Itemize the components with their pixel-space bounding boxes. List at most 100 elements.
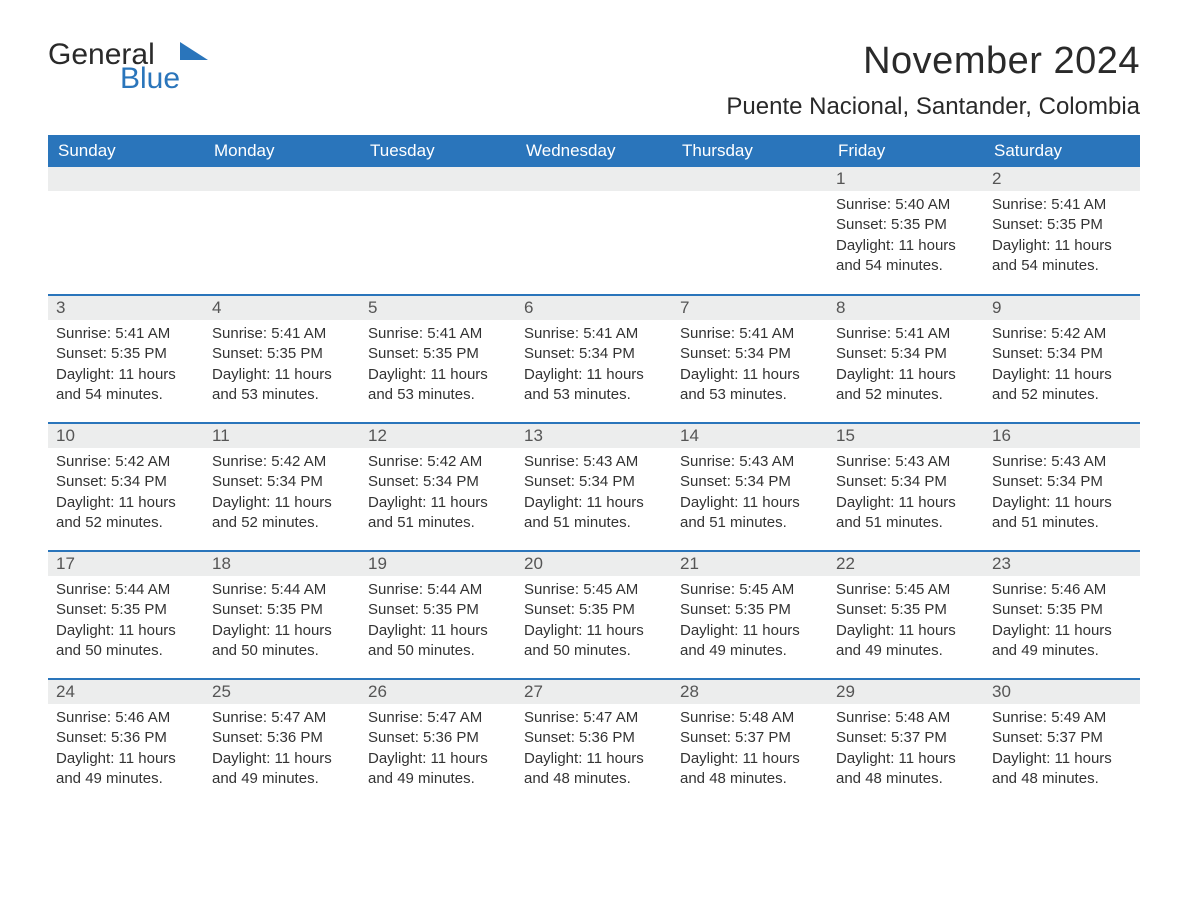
- calendar-week: 1 Sunrise: 5:40 AM Sunset: 5:35 PMDaylight…: [48, 167, 1140, 295]
- sunset-line: Sunset: 5:34 PM: [836, 472, 976, 492]
- day-details: Sunrise: 5:48 AMSunset: 5:37 PMDaylight:…: [828, 704, 984, 799]
- calendar-day: 3Sunrise: 5:41 AMSunset: 5:35 PMDaylight…: [48, 295, 204, 423]
- sunrise-line: Sunrise: 5:41 AM: [212, 324, 352, 344]
- day-details: Sunrise: 5:41 AMSunset: 5:34 PMDaylight:…: [672, 320, 828, 415]
- day-details: Sunrise: 5:43 AMSunset: 5:34 PMDaylight:…: [516, 448, 672, 543]
- day-header: Friday: [828, 135, 984, 167]
- day-number: 16: [984, 424, 1140, 448]
- sunrise-line: Sunrise: 5:45 AM: [836, 580, 976, 600]
- day-number: 1: [828, 167, 984, 191]
- sunset-line: Sunset: 5:37 PM: [680, 728, 820, 748]
- sunrise-line: Sunrise: 5:41 AM: [836, 324, 976, 344]
- day-details: Sunrise: 5:41 AMSunset: 5:35 PMDaylight:…: [984, 191, 1140, 286]
- day-details: Sunrise: 5:42 AMSunset: 5:34 PMDaylight:…: [48, 448, 204, 543]
- day-details: Sunrise: 5:44 AMSunset: 5:35 PMDaylight:…: [360, 576, 516, 671]
- calendar-day: 7Sunrise: 5:41 AMSunset: 5:34 PMDaylight…: [672, 295, 828, 423]
- calendar-day: 9Sunrise: 5:42 AMSunset: 5:34 PMDaylight…: [984, 295, 1140, 423]
- brand-flag-icon: [180, 42, 214, 68]
- sunrise-line: Sunrise: 5:47 AM: [212, 708, 352, 728]
- daylight-line: Daylight: 11 hours and 53 minutes.: [524, 365, 664, 406]
- day-number: 15: [828, 424, 984, 448]
- calendar-day: 28 Sunrise: 5:48 AMSunset: 5:37 PMDayligh…: [672, 679, 828, 807]
- sunset-line: Sunset: 5:34 PM: [212, 472, 352, 492]
- daylight-line: Daylight: 11 hours and 48 minutes.: [680, 749, 820, 790]
- sunrise-line: Sunrise: 5:48 AM: [680, 708, 820, 728]
- sunset-line: Sunset: 5:36 PM: [524, 728, 664, 748]
- sunset-line: Sunset: 5:34 PM: [524, 344, 664, 364]
- sunrise-line: Sunrise: 5:41 AM: [524, 324, 664, 344]
- calendar-day: 10Sunrise: 5:42 AMSunset: 5:34 PMDayligh…: [48, 423, 204, 551]
- sunset-line: Sunset: 5:35 PM: [992, 215, 1132, 235]
- day-details: Sunrise: 5:47 AMSunset: 5:36 PMDaylight:…: [360, 704, 516, 799]
- calendar-day: 11Sunrise: 5:42 AMSunset: 5:34 PMDayligh…: [204, 423, 360, 551]
- sunset-line: Sunset: 5:35 PM: [992, 600, 1132, 620]
- calendar-day-empty: [360, 167, 516, 295]
- day-details: Sunrise: 5:41 AMSunset: 5:35 PMDaylight:…: [48, 320, 204, 415]
- calendar-day: 1Sunrise: 5:40 AMSunset: 5:35 PMDaylight…: [828, 167, 984, 295]
- calendar-day: 22Sunrise: 5:45 AMSunset: 5:35 PMDayligh…: [828, 551, 984, 679]
- daylight-line: Daylight: 11 hours and 49 minutes.: [680, 621, 820, 662]
- daylight-line: Daylight: 11 hours and 52 minutes.: [992, 365, 1132, 406]
- daylight-line: Daylight: 11 hours and 52 minutes.: [836, 365, 976, 406]
- sunrise-line: Sunrise: 5:47 AM: [368, 708, 508, 728]
- daylight-line: Daylight: 11 hours and 51 minutes.: [524, 493, 664, 534]
- day-number: 25: [204, 680, 360, 704]
- sunrise-line: Sunrise: 5:40 AM: [836, 195, 976, 215]
- day-number: 27: [516, 680, 672, 704]
- sunset-line: Sunset: 5:34 PM: [992, 472, 1132, 492]
- sunrise-line: Sunrise: 5:43 AM: [836, 452, 976, 472]
- daylight-line: Daylight: 11 hours and 50 minutes.: [212, 621, 352, 662]
- day-header: Thursday: [672, 135, 828, 167]
- daylight-line: Daylight: 11 hours and 53 minutes.: [212, 365, 352, 406]
- calendar-day: 24Sunrise: 5:46 AMSunset: 5:36 PMDayligh…: [48, 679, 204, 807]
- sunrise-line: Sunrise: 5:42 AM: [992, 324, 1132, 344]
- calendar-week: 3Sunrise: 5:41 AMSunset: 5:35 PMDaylight…: [48, 295, 1140, 423]
- calendar-day: 2Sunrise: 5:41 AMSunset: 5:35 PMDaylight…: [984, 167, 1140, 295]
- calendar-day: 30Sunrise: 5:49 AMSunset: 5:37 PMDayligh…: [984, 679, 1140, 807]
- page-title: November 2024: [726, 40, 1140, 83]
- daylight-line: Daylight: 11 hours and 50 minutes.: [56, 621, 196, 662]
- sunset-line: Sunset: 5:35 PM: [368, 344, 508, 364]
- calendar-day: 4Sunrise: 5:41 AMSunset: 5:35 PMDaylight…: [204, 295, 360, 423]
- sunrise-line: Sunrise: 5:43 AM: [680, 452, 820, 472]
- daylight-line: Daylight: 11 hours and 50 minutes.: [368, 621, 508, 662]
- day-number: [48, 167, 204, 191]
- brand-word-blue: Blue: [120, 64, 180, 94]
- daylight-line: Daylight: 11 hours and 54 minutes.: [992, 236, 1132, 277]
- sunset-line: Sunset: 5:36 PM: [56, 728, 196, 748]
- calendar-week: 17Sunrise: 5:44 AMSunset: 5:35 PMDayligh…: [48, 551, 1140, 679]
- sunrise-line: Sunrise: 5:42 AM: [212, 452, 352, 472]
- daylight-line: Daylight: 11 hours and 54 minutes.: [56, 365, 196, 406]
- day-details: Sunrise: 5:42 AMSunset: 5:34 PMDaylight:…: [360, 448, 516, 543]
- sunrise-line: Sunrise: 5:46 AM: [56, 708, 196, 728]
- sunrise-line: Sunrise: 5:45 AM: [524, 580, 664, 600]
- calendar-day: 18Sunrise: 5:44 AMSunset: 5:35 PMDayligh…: [204, 551, 360, 679]
- sunset-line: Sunset: 5:35 PM: [836, 600, 976, 620]
- day-header: Monday: [204, 135, 360, 167]
- calendar-day-empty: [204, 167, 360, 295]
- day-header: Tuesday: [360, 135, 516, 167]
- day-details: Sunrise: 5:43 AMSunset: 5:34 PMDaylight:…: [672, 448, 828, 543]
- day-number: 23: [984, 552, 1140, 576]
- calendar-week: 10Sunrise: 5:42 AMSunset: 5:34 PMDayligh…: [48, 423, 1140, 551]
- sunset-line: Sunset: 5:35 PM: [524, 600, 664, 620]
- daylight-line: Daylight: 11 hours and 49 minutes.: [212, 749, 352, 790]
- calendar-grid: SundayMondayTuesdayWednesdayThursdayFrid…: [48, 135, 1140, 807]
- sunset-line: Sunset: 5:35 PM: [56, 344, 196, 364]
- calendar-day: 27Sunrise: 5:47 AMSunset: 5:36 PMDayligh…: [516, 679, 672, 807]
- sunset-line: Sunset: 5:36 PM: [212, 728, 352, 748]
- sunset-line: Sunset: 5:34 PM: [836, 344, 976, 364]
- day-details: Sunrise: 5:44 AMSunset: 5:35 PMDaylight:…: [48, 576, 204, 671]
- day-number: 28: [672, 680, 828, 704]
- day-number: 12: [360, 424, 516, 448]
- day-details: Sunrise: 5:47 AMSunset: 5:36 PMDaylight:…: [516, 704, 672, 799]
- calendar-day-empty: [516, 167, 672, 295]
- day-number: 7: [672, 296, 828, 320]
- day-number: 11: [204, 424, 360, 448]
- daylight-line: Daylight: 11 hours and 53 minutes.: [680, 365, 820, 406]
- daylight-line: Daylight: 11 hours and 53 minutes.: [368, 365, 508, 406]
- sunrise-line: Sunrise: 5:41 AM: [992, 195, 1132, 215]
- sunset-line: Sunset: 5:35 PM: [368, 600, 508, 620]
- daylight-line: Daylight: 11 hours and 50 minutes.: [524, 621, 664, 662]
- calendar-day-empty: [672, 167, 828, 295]
